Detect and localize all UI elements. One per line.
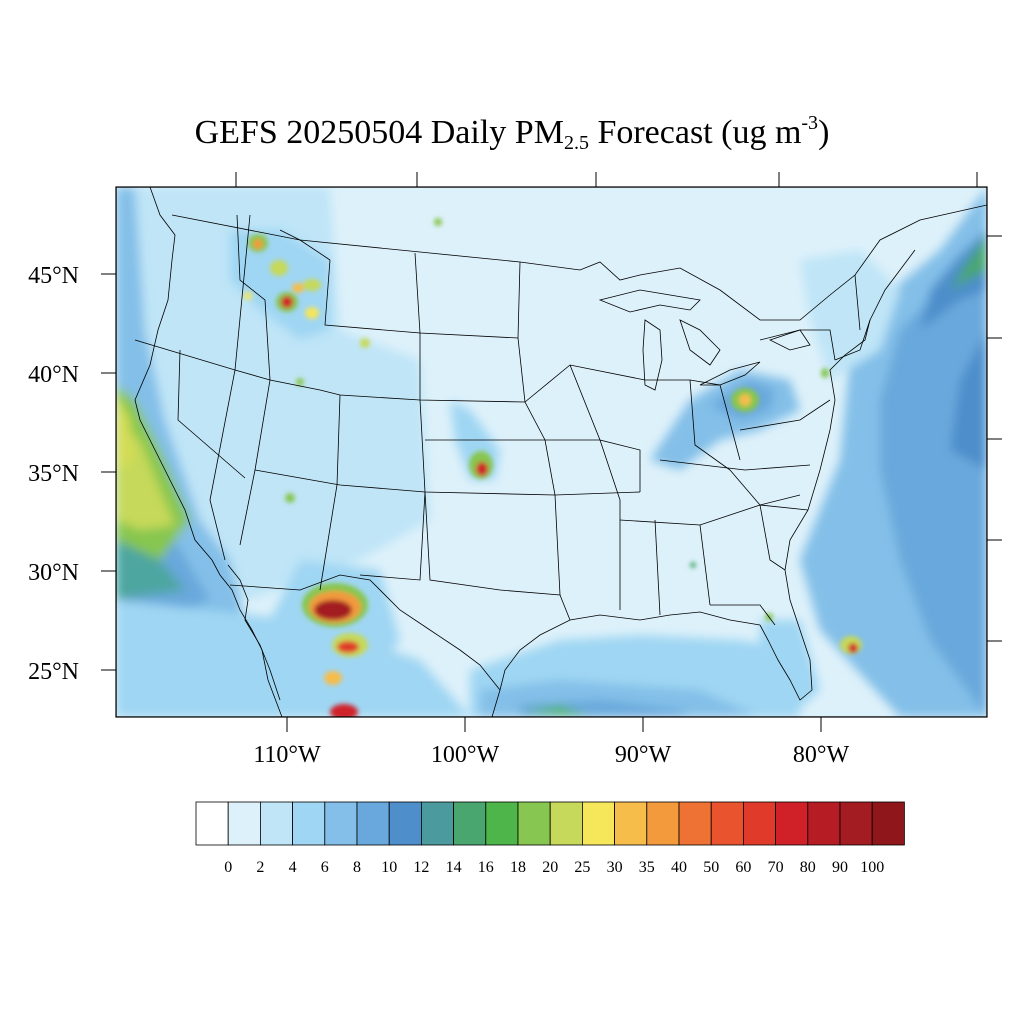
- colorbar: 0 2 4 6 8 10 12 14 16 18 20 25 30 35 40 50 60 70 80 90 100: [195, 801, 905, 876]
- colorbar-label: 60: [735, 859, 751, 876]
- colorbar-label: 90: [832, 859, 848, 876]
- colorbar-label: 50: [703, 859, 719, 876]
- lon-label: 90°W: [615, 742, 672, 768]
- colorbar-label: 4: [289, 859, 297, 876]
- colorbar-label: 16: [478, 859, 494, 876]
- latitude-labels: 45°N 40°N 35°N 30°N 25°N: [28, 263, 79, 685]
- colorbar-swatch: [871, 801, 905, 846]
- colorbar-swatch: [388, 801, 422, 846]
- bottom-ticks: [286, 717, 822, 732]
- colorbar-swatch: [646, 801, 680, 846]
- colorbar-swatch: [485, 801, 519, 846]
- colorbar-label: 12: [413, 859, 429, 876]
- colorbar-swatch: [807, 801, 841, 846]
- lon-label: 80°W: [793, 742, 850, 768]
- lat-label: 40°N: [28, 362, 79, 388]
- colorbar-swatch: [582, 801, 616, 846]
- colorbar-label: 18: [510, 859, 526, 876]
- lon-label: 100°W: [431, 742, 500, 768]
- map-title: GEFS 20250504 Daily PM2.5 Forecast (ug m…: [194, 112, 830, 154]
- colorbar-label: 20: [542, 859, 558, 876]
- colorbar-swatch: [324, 801, 358, 846]
- colorbar-label: 35: [639, 859, 655, 876]
- lat-label: 30°N: [28, 560, 79, 586]
- colorbar-swatch: [292, 801, 326, 846]
- colorbar-label: 6: [321, 859, 329, 876]
- top-ticks: [235, 172, 978, 187]
- colorbar-swatch: [259, 801, 293, 846]
- colorbar-swatch: [356, 801, 390, 846]
- colorbar-label: 14: [446, 859, 462, 876]
- lat-label: 25°N: [28, 659, 79, 685]
- colorbar-swatch: [420, 801, 454, 846]
- colorbar-label: 30: [607, 859, 623, 876]
- colorbar-swatch: [517, 801, 551, 846]
- colorbar-label: 80: [800, 859, 816, 876]
- colorbar-swatch: [227, 801, 261, 846]
- colorbar-label: 100: [860, 859, 884, 876]
- pm25-field: [116, 187, 987, 717]
- colorbar-swatch: [678, 801, 712, 846]
- colorbar-label: 25: [574, 859, 590, 876]
- colorbar-label: 8: [353, 859, 361, 876]
- colorbar-label: 2: [256, 859, 264, 876]
- lat-label: 35°N: [28, 461, 79, 487]
- colorbar-swatch: [453, 801, 487, 846]
- longitude-labels: 110°W 100°W 90°W 80°W: [253, 742, 849, 768]
- right-ticks: [987, 235, 1002, 642]
- lon-label: 110°W: [253, 742, 321, 768]
- colorbar-swatch: [775, 801, 809, 846]
- colorbar-label: 0: [224, 859, 232, 876]
- left-ticks: [101, 273, 116, 671]
- boundaries: [134, 187, 987, 717]
- colorbar-label: 70: [768, 859, 784, 876]
- lat-label: 45°N: [28, 263, 79, 289]
- colorbar-swatch: [839, 801, 873, 846]
- colorbar-swatch: [743, 801, 777, 846]
- colorbar-label: 40: [671, 859, 687, 876]
- colorbar-swatch: [549, 801, 583, 846]
- colorbar-swatch: [195, 801, 229, 846]
- colorbar-label: 10: [381, 859, 397, 876]
- colorbar-swatch: [614, 801, 648, 846]
- colorbar-swatch: [710, 801, 744, 846]
- map-frame: [115, 186, 988, 718]
